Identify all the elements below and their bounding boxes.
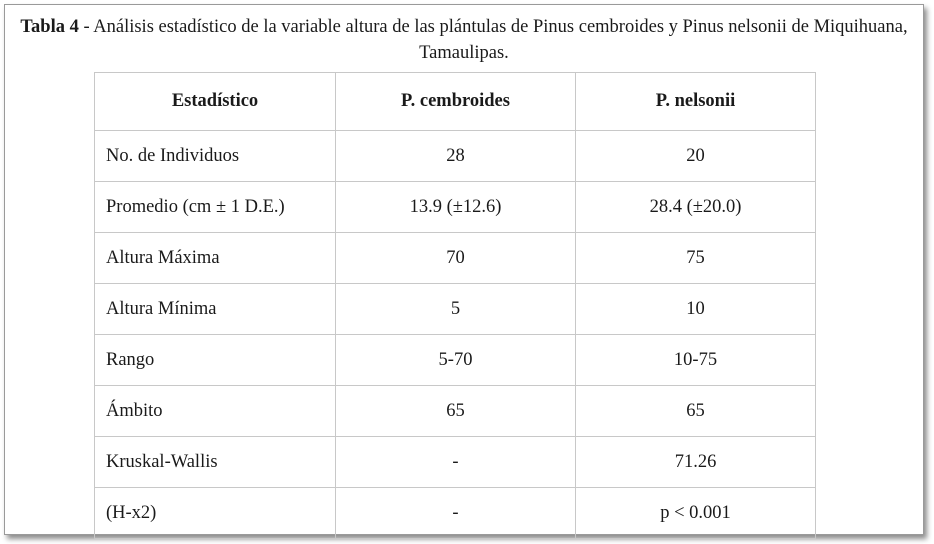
table-row: Altura Máxima 70 75 bbox=[94, 232, 816, 284]
caption-text: - Análisis estadístico de la variable al… bbox=[78, 17, 908, 63]
cell-p-cembroides: 5 bbox=[335, 283, 576, 335]
cell-p-cembroides: 13.9 (±12.6) bbox=[335, 181, 576, 233]
row-label: Rango bbox=[94, 334, 336, 386]
row-label: Altura Mínima bbox=[94, 283, 336, 335]
table-row: Promedio (cm ± 1 D.E.) 13.9 (±12.6) 28.4… bbox=[94, 181, 816, 233]
header-row: Estadístico P. cembroides P. nelsonii bbox=[94, 72, 816, 131]
cell-p-cembroides: 70 bbox=[335, 232, 576, 284]
cell-p-nelsonii: 10-75 bbox=[575, 334, 816, 386]
row-label: Altura Máxima bbox=[94, 232, 336, 284]
cell-p-cembroides: - bbox=[335, 487, 576, 539]
statistics-table: Estadístico P. cembroides P. nelsonii No… bbox=[94, 72, 816, 539]
cell-p-nelsonii: 71.26 bbox=[575, 436, 816, 488]
header-statistic: Estadístico bbox=[94, 72, 336, 131]
cell-p-nelsonii: 10 bbox=[575, 283, 816, 335]
row-label: Promedio (cm ± 1 D.E.) bbox=[94, 181, 336, 233]
row-label: No. de Individuos bbox=[94, 130, 336, 182]
table-row: Kruskal-Wallis - 71.26 bbox=[94, 436, 816, 488]
table-caption: Tabla 4 - Análisis estadístico de la var… bbox=[5, 14, 923, 66]
table-row: Ámbito 65 65 bbox=[94, 385, 816, 437]
cell-p-cembroides: 5-70 bbox=[335, 334, 576, 386]
table-row: Altura Mínima 5 10 bbox=[94, 283, 816, 335]
row-label: Ámbito bbox=[94, 385, 336, 437]
cell-p-nelsonii: p < 0.001 bbox=[575, 487, 816, 539]
cell-p-nelsonii: 65 bbox=[575, 385, 816, 437]
caption-label: Tabla 4 bbox=[20, 17, 79, 37]
cell-p-cembroides: 28 bbox=[335, 130, 576, 182]
row-label: Kruskal-Wallis bbox=[94, 436, 336, 488]
header-p-cembroides: P. cembroides bbox=[335, 72, 576, 131]
cell-p-cembroides: 65 bbox=[335, 385, 576, 437]
table-row: Rango 5-70 10-75 bbox=[94, 334, 816, 386]
table-row: No. de Individuos 28 20 bbox=[94, 130, 816, 182]
header-p-nelsonii: P. nelsonii bbox=[575, 72, 816, 131]
table-frame: Tabla 4 - Análisis estadístico de la var… bbox=[4, 4, 924, 539]
cell-p-cembroides: - bbox=[335, 436, 576, 488]
cell-p-nelsonii: 20 bbox=[575, 130, 816, 182]
table-row: (H-x2) - p < 0.001 bbox=[94, 487, 816, 539]
row-label: (H-x2) bbox=[94, 487, 336, 539]
cell-p-nelsonii: 75 bbox=[575, 232, 816, 284]
cell-p-nelsonii: 28.4 (±20.0) bbox=[575, 181, 816, 233]
